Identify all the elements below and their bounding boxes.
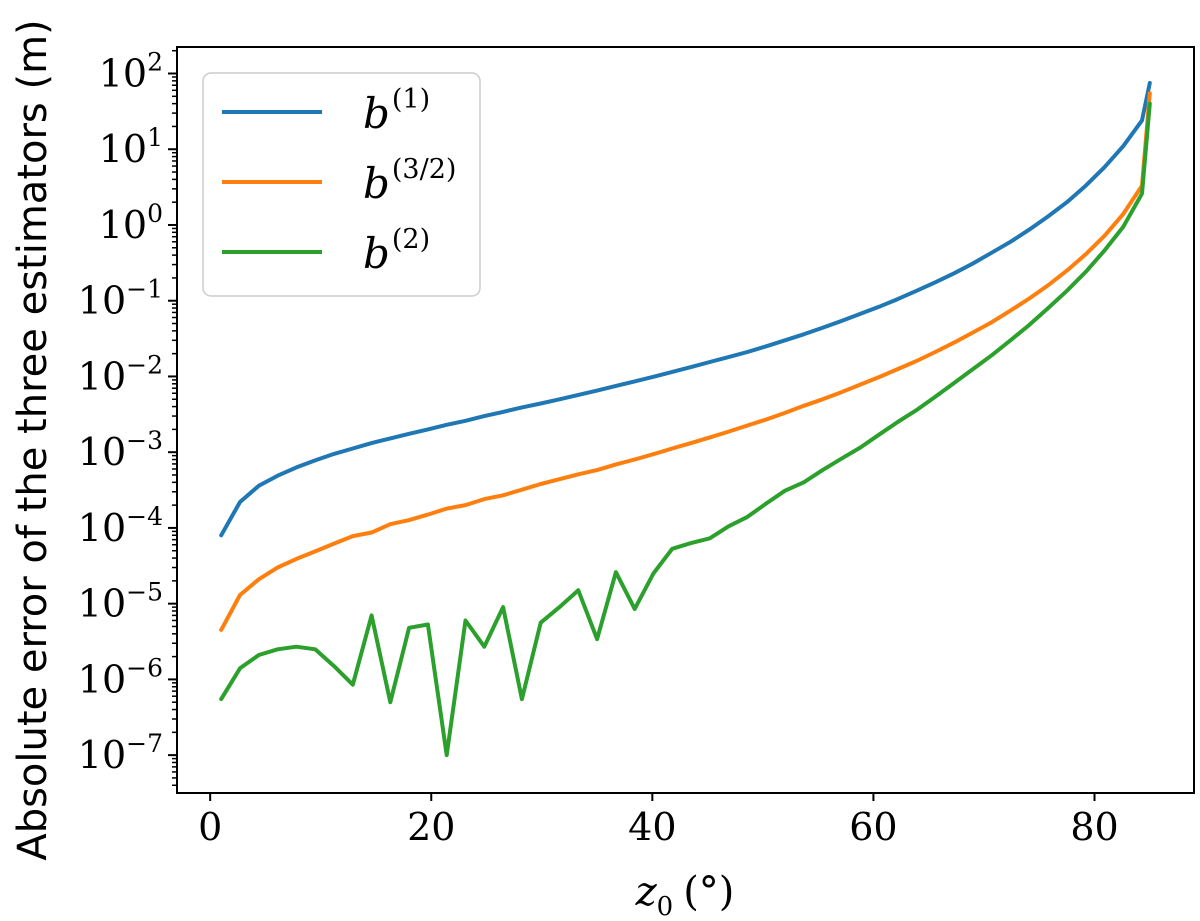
- legend-label-3: b(2): [363, 224, 430, 278]
- y-tick-label: 10−7: [78, 729, 163, 777]
- y-tick-label: 10−3: [78, 426, 163, 474]
- x-axis-unit: (°): [683, 869, 734, 915]
- x-axis-variable-subscript: 0: [657, 892, 674, 921]
- x-axis-variable: z: [635, 869, 658, 915]
- legend-label-2: b(3/2): [363, 154, 456, 208]
- x-tick-label: 80: [1070, 805, 1118, 849]
- y-axis-label: Absolute error of the three estimators (…: [10, 19, 56, 860]
- plot-lines: [219, 81, 1152, 758]
- legend: b(1) b(3/2) b(2): [202, 72, 481, 297]
- y-tick-label: 102: [99, 48, 163, 96]
- y-tick-label: 10−4: [78, 502, 163, 550]
- x-tick-label: 0: [198, 805, 222, 849]
- legend-label-1: b(1): [363, 84, 430, 138]
- y-tick-label: 10−6: [78, 653, 163, 701]
- x-axis-ticks: 0 20 40 60 80: [198, 793, 1119, 849]
- y-tick-label: 10−1: [78, 275, 163, 323]
- x-tick-label: 20: [407, 805, 455, 849]
- y-tick-label: 100: [99, 199, 163, 247]
- series-line-3: [219, 101, 1152, 758]
- y-axis-ticks: 10−7 10−6 10−5 10−4 10−3 10−2 10−1 100 101 102: [78, 48, 177, 787]
- x-axis-label: z0 (°): [635, 869, 735, 921]
- series-line-2: [219, 91, 1152, 632]
- legend-box: [202, 72, 481, 297]
- x-tick-label: 60: [849, 805, 897, 849]
- y-tick-label: 10−2: [78, 350, 163, 398]
- x-tick-label: 40: [628, 805, 676, 849]
- series-line-1: [219, 81, 1152, 538]
- plot-frame: [176, 46, 1195, 794]
- y-tick-label: 101: [99, 123, 163, 171]
- y-tick-label: 10−5: [78, 578, 163, 626]
